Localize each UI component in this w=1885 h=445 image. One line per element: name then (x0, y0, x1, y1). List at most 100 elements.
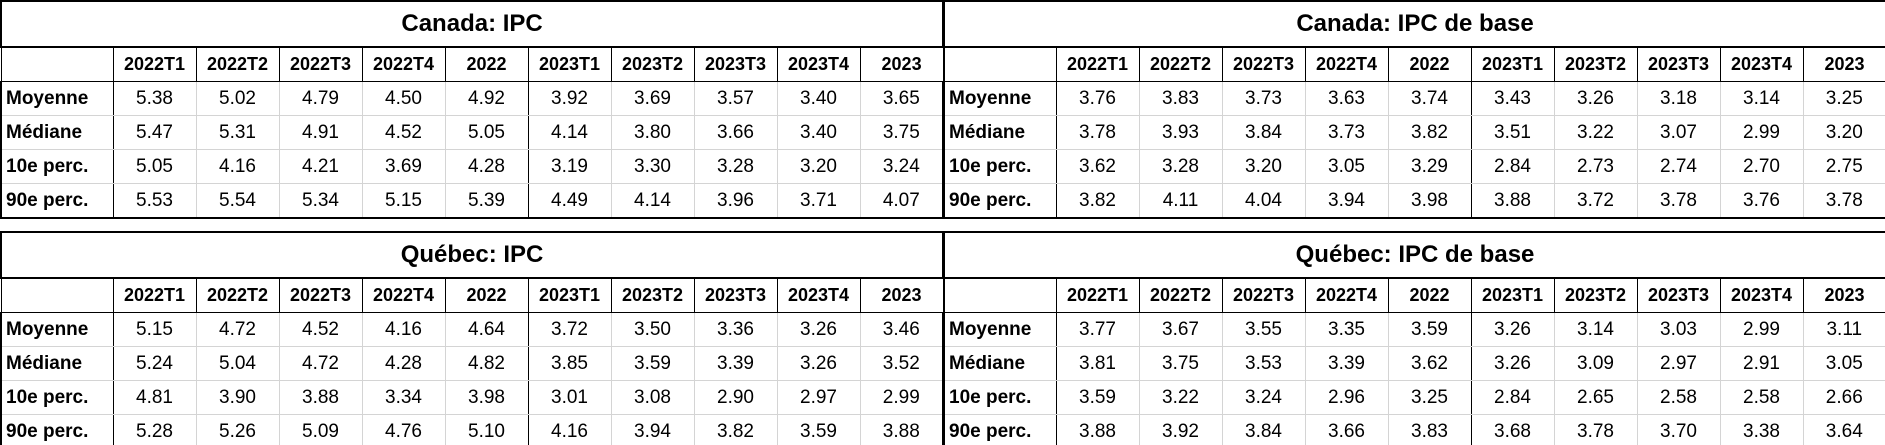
value-cell: 3.51 (1470, 115, 1555, 150)
value-cell: 2.84 (1470, 149, 1555, 184)
value-cell: 3.25 (1387, 380, 1472, 415)
value-cell: 3.55 (1221, 312, 1306, 347)
column-header: 2023T3 (1636, 277, 1721, 313)
value-cell: 3.66 (693, 115, 778, 150)
value-cell: 3.88 (1470, 183, 1555, 219)
value-cell: 3.59 (1387, 312, 1472, 347)
column-header: 2022 (1387, 46, 1472, 82)
data-row: 90e perc. 3.88 3.92 3.84 3.66 3.83 3.68 3.78 3.7… (943, 414, 1885, 445)
value-cell: 3.08 (610, 380, 695, 415)
data-row: 10e perc. 5.05 4.16 4.21 3.69 4.28 3.19 3.30 3.2… (0, 149, 945, 184)
value-cell: 3.98 (1387, 183, 1472, 219)
value-cell: 3.09 (1553, 346, 1638, 381)
data-row: 10e perc. 3.59 3.22 3.24 2.96 3.25 2.84 2.65 2.5… (943, 380, 1885, 415)
value-cell: 5.26 (195, 414, 280, 445)
value-cell: 3.78 (1802, 183, 1885, 219)
value-cell: 2.90 (693, 380, 778, 415)
column-header: 2022 (1387, 277, 1472, 313)
value-cell: 2.99 (1719, 115, 1804, 150)
column-header: 2022T4 (361, 277, 446, 313)
value-cell: 2.91 (1719, 346, 1804, 381)
corner-cell (943, 46, 1057, 82)
data-row: 10e perc. 4.81 3.90 3.88 3.34 3.98 3.01 3.08 2.9… (0, 380, 945, 415)
header-row: 2022T1 2022T2 2022T3 2022T4 2022 2023T1 2023T2… (943, 46, 1885, 82)
value-cell: 3.22 (1138, 380, 1223, 415)
row-label: 10e perc. (0, 380, 114, 415)
table-title: Canada: IPC (0, 0, 945, 48)
column-header: 2022T2 (1138, 46, 1223, 82)
value-cell: 3.75 (1138, 346, 1223, 381)
value-cell: 3.28 (1138, 149, 1223, 184)
value-cell: 2.58 (1719, 380, 1804, 415)
value-cell: 3.88 (859, 414, 945, 445)
column-header: 2023T4 (1719, 46, 1804, 82)
value-cell: 3.74 (1387, 81, 1472, 116)
value-cell: 4.04 (1221, 183, 1306, 219)
data-table: Québec: IPC 2022T1 2022T2 2022T3 2022T4 2022 2… (0, 231, 945, 445)
data-row: Moyenne 3.76 3.83 3.73 3.63 3.74 3.43 3.26 3.18 3… (943, 81, 1885, 116)
value-cell: 3.67 (1138, 312, 1223, 347)
value-cell: 3.82 (693, 414, 778, 445)
column-header: 2022T3 (1221, 46, 1306, 82)
value-cell: 3.59 (1055, 380, 1140, 415)
value-cell: 4.82 (444, 346, 529, 381)
value-cell: 3.92 (527, 81, 612, 116)
column-header: 2022T3 (278, 46, 363, 82)
value-cell: 3.40 (776, 115, 861, 150)
column-header: 2022T2 (195, 46, 280, 82)
value-cell: 3.93 (1138, 115, 1223, 150)
value-cell: 4.16 (195, 149, 280, 184)
value-cell: 4.91 (278, 115, 363, 150)
value-cell: 3.76 (1055, 81, 1140, 116)
column-header: 2023 (859, 46, 944, 82)
row-label: 10e perc. (943, 149, 1057, 184)
value-cell: 3.50 (610, 312, 695, 347)
value-cell: 4.52 (361, 115, 446, 150)
column-header: 2023T4 (776, 46, 861, 82)
value-cell: 3.88 (1055, 414, 1140, 445)
data-row: Médiane 5.24 5.04 4.72 4.28 4.82 3.85 3.59 3.39 3… (0, 346, 945, 381)
column-header: 2022 (444, 277, 529, 313)
value-cell: 3.20 (776, 149, 861, 184)
column-header: 2022T1 (1055, 277, 1140, 313)
value-cell: 5.10 (444, 414, 529, 445)
value-cell: 3.72 (527, 312, 612, 347)
column-header: 2023 (859, 277, 944, 313)
value-cell: 3.64 (1802, 414, 1885, 445)
value-cell: 3.92 (1138, 414, 1223, 445)
value-cell: 3.01 (527, 380, 612, 415)
value-cell: 3.82 (1055, 183, 1140, 219)
data-row: Moyenne 5.15 4.72 4.52 4.16 4.64 3.72 3.50 3.36 3… (0, 312, 945, 347)
value-cell: 5.38 (112, 81, 197, 116)
value-cell: 5.34 (278, 183, 363, 219)
column-header: 2023T3 (693, 277, 778, 313)
column-header: 2022T1 (112, 46, 197, 82)
value-cell: 3.94 (1304, 183, 1389, 219)
value-cell: 2.58 (1636, 380, 1721, 415)
data-row: Moyenne 5.38 5.02 4.79 4.50 4.92 3.92 3.69 3.57 3… (0, 81, 945, 116)
data-row: 10e perc. 3.62 3.28 3.20 3.05 3.29 2.84 2.73 2.7… (943, 149, 1885, 184)
value-cell: 3.94 (610, 414, 695, 445)
column-header: 2023T4 (776, 277, 861, 313)
value-cell: 2.97 (776, 380, 861, 415)
value-cell: 3.90 (195, 380, 280, 415)
row-label: Médiane (943, 346, 1057, 381)
header-row: 2022T1 2022T2 2022T3 2022T4 2022 2023T1 2023T2… (943, 277, 1885, 313)
value-cell: 4.07 (859, 183, 945, 219)
column-header: 2022 (444, 46, 529, 82)
value-cell: 4.79 (278, 81, 363, 116)
column-header: 2023T1 (1470, 46, 1555, 82)
value-cell: 4.16 (361, 312, 446, 347)
row-label: Médiane (0, 115, 114, 150)
value-cell: 3.96 (693, 183, 778, 219)
value-cell: 5.04 (195, 346, 280, 381)
value-cell: 3.83 (1387, 414, 1472, 445)
title-row: Québec: IPC de base (942, 231, 1885, 279)
data-row: 90e perc. 5.53 5.54 5.34 5.15 5.39 4.49 4.14 3.9… (0, 183, 945, 219)
value-cell: 3.19 (527, 149, 612, 184)
value-cell: 3.05 (1304, 149, 1389, 184)
data-row: Médiane 3.78 3.93 3.84 3.73 3.82 3.51 3.22 3.07 2… (943, 115, 1885, 150)
value-cell: 3.78 (1055, 115, 1140, 150)
value-cell: 3.84 (1221, 414, 1306, 445)
